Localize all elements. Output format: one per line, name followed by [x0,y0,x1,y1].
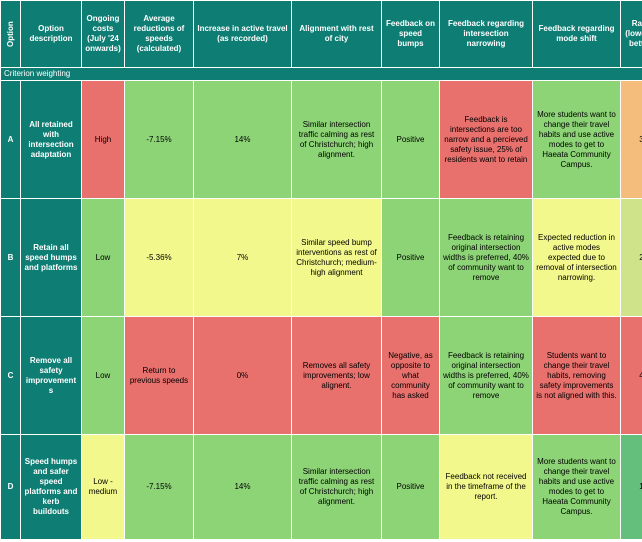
speed-bumps-cell: Negative, as opposite to what community … [381,316,440,435]
alignment-cell: Removes all safety improvements; low ali… [291,316,382,435]
alignment-cell: Similar intersection traffic calming as … [291,80,382,199]
header-mode-shift: Feedback regarding mode shift [532,0,621,68]
ongoing-costs-cell: High [81,80,125,199]
header-row: Option Option description Ongoing costs … [0,0,642,68]
header-option: Option [0,0,21,68]
ongoing-costs-cell: Low [81,316,125,435]
ongoing-costs-cell: Low - medium [81,434,125,540]
ongoing-costs-cell: Low [81,198,125,317]
criterion-weighting-row: Criterion weighting [0,67,642,81]
header-ongoing-costs: Ongoing costs (July '24 onwards) [81,0,125,68]
table-row: B Retain all speed humps and platforms L… [0,198,642,317]
criterion-weighting-label: Criterion weighting [0,67,642,81]
active-travel-cell: 14% [193,434,292,540]
avg-speed-reduction-cell: -7.15% [124,80,194,199]
avg-speed-reduction-cell: -7.15% [124,434,194,540]
active-travel-cell: 7% [193,198,292,317]
table-row: D Speed humps and safer speed platforms … [0,434,642,540]
option-description: Retain all speed humps and platforms [20,198,82,317]
table-row: A All retained with intersection adaptat… [0,80,642,199]
speed-bumps-cell: Positive [381,198,440,317]
header-alignment: Alignment with rest of city [291,0,382,68]
intersection-cell: Feedback is retaining original intersect… [439,198,533,317]
table-row: C Remove all safety improvements Low Ret… [0,316,642,435]
option-description: Speed humps and safer speed platforms an… [20,434,82,540]
rank-cell: 1 [620,434,642,540]
mode-shift-cell: Expected reduction in active modes expec… [532,198,621,317]
mode-shift-cell: More students want to change their trave… [532,434,621,540]
header-active-travel: Increase in active travel (as recorded) [193,0,292,68]
avg-speed-reduction-cell: Return to previous speeds [124,316,194,435]
header-avg-speed-reduction: Average reductions of speeds (calculated… [124,0,194,68]
intersection-cell: Feedback not received in the timeframe o… [439,434,533,540]
header-speed-bumps: Feedback on speed bumps [381,0,440,68]
option-letter: C [0,316,21,435]
header-description: Option description [20,0,82,68]
option-letter: D [0,434,21,540]
rank-cell: 3 [620,80,642,199]
speed-bumps-cell: Positive [381,434,440,540]
mode-shift-cell: More students want to change their trave… [532,80,621,199]
alignment-cell: Similar speed bump interventions as rest… [291,198,382,317]
intersection-cell: Feedback is intersections are too narrow… [439,80,533,199]
active-travel-cell: 0% [193,316,292,435]
rank-cell: 4 [620,316,642,435]
avg-speed-reduction-cell: -5.36% [124,198,194,317]
option-letter: B [0,198,21,317]
header-rank: Rank (lower is better) [620,0,642,68]
active-travel-cell: 14% [193,80,292,199]
option-description: Remove all safety improvements [20,316,82,435]
option-description: All retained with intersection adaptatio… [20,80,82,199]
mode-shift-cell: Students want to change their travel hab… [532,316,621,435]
alignment-cell: Similar intersection traffic calming as … [291,434,382,540]
header-intersection: Feedback regarding intersection narrowin… [439,0,533,68]
rank-cell: 2 [620,198,642,317]
intersection-cell: Feedback is retaining original intersect… [439,316,533,435]
option-letter: A [0,80,21,199]
speed-bumps-cell: Positive [381,80,440,199]
